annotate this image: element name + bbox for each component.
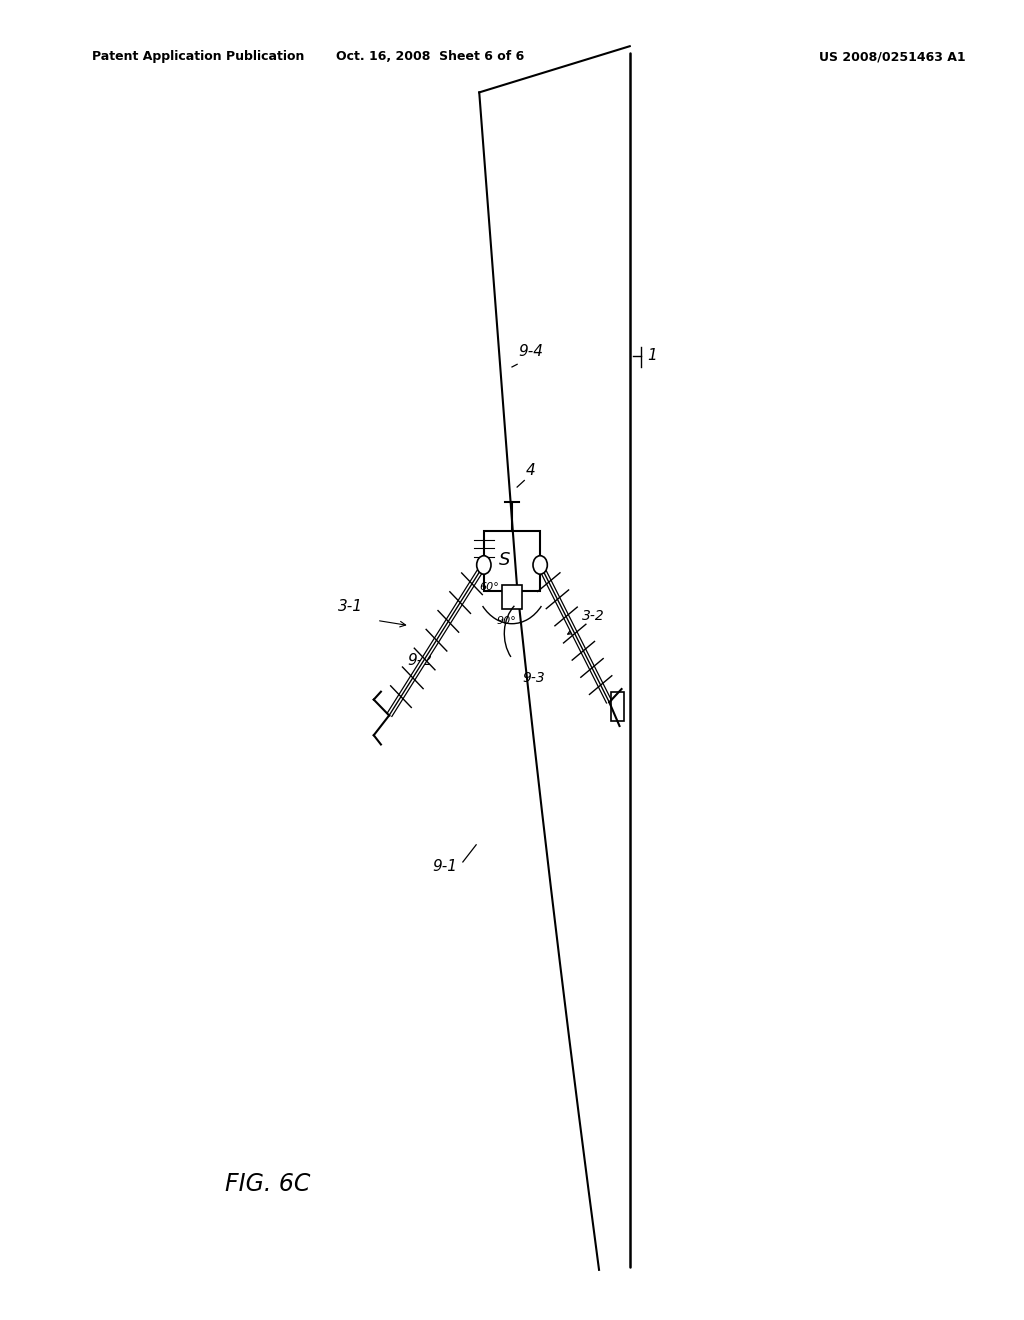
Text: US 2008/0251463 A1: US 2008/0251463 A1 — [819, 50, 966, 63]
Text: 4: 4 — [525, 463, 536, 478]
Circle shape — [532, 556, 547, 574]
Text: Oct. 16, 2008  Sheet 6 of 6: Oct. 16, 2008 Sheet 6 of 6 — [336, 50, 524, 63]
Text: S: S — [499, 550, 510, 569]
Text: 60°: 60° — [479, 582, 499, 593]
Text: 3-2: 3-2 — [582, 610, 604, 623]
Text: 90°: 90° — [497, 616, 516, 627]
Text: 9-4: 9-4 — [518, 345, 543, 359]
Bar — [502, 586, 522, 610]
Text: 9-3: 9-3 — [522, 672, 545, 685]
Circle shape — [476, 556, 492, 574]
Text: 1: 1 — [647, 348, 657, 363]
Text: Patent Application Publication: Patent Application Publication — [92, 50, 304, 63]
Text: 9-1: 9-1 — [432, 859, 457, 874]
Text: 3-1: 3-1 — [338, 599, 362, 614]
Text: FIG. 6C: FIG. 6C — [225, 1172, 310, 1196]
Text: 9-2: 9-2 — [408, 653, 432, 668]
Bar — [611, 692, 624, 721]
Bar — [483, 531, 541, 591]
